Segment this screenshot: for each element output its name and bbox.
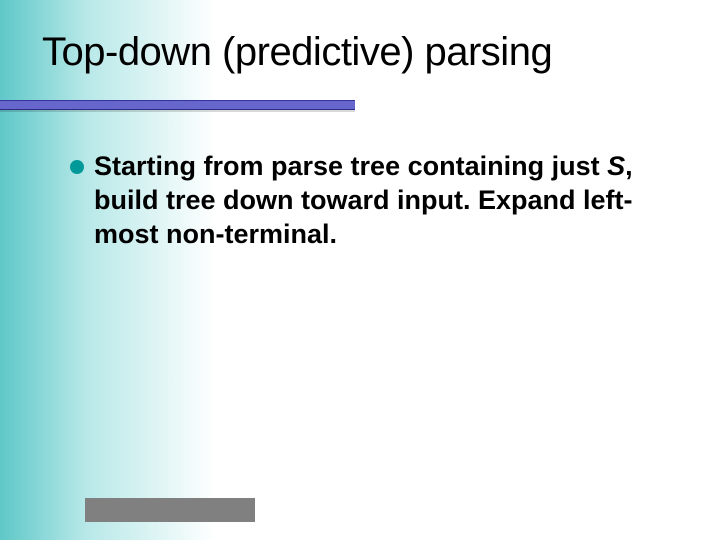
content-region: Starting from parse tree containing just… [70, 150, 680, 251]
slide-title: Top-down (predictive) parsing [42, 30, 690, 75]
bullet-text: Starting from parse tree containing just… [94, 150, 680, 251]
bullet-text-italic: S [607, 151, 625, 181]
bullet-marker-icon [70, 160, 84, 174]
bullet-text-prefix: Starting from parse tree containing just [94, 151, 607, 181]
footer-bar [85, 498, 255, 522]
title-region: Top-down (predictive) parsing [42, 30, 690, 75]
bullet-item: Starting from parse tree containing just… [70, 150, 680, 251]
title-underline [0, 100, 355, 110]
slide: Top-down (predictive) parsing Starting f… [0, 0, 720, 540]
